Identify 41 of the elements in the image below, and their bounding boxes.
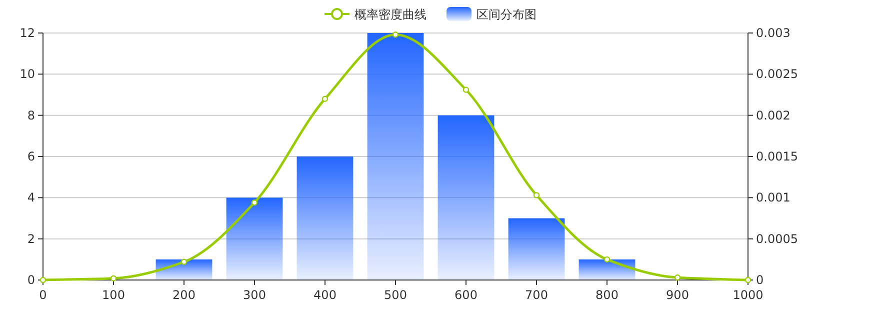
x-tick-label: 400 [314, 288, 336, 302]
point [674, 274, 681, 281]
y-tick-label: 6 [27, 150, 35, 164]
point [604, 256, 610, 263]
point [462, 86, 470, 93]
point [533, 192, 540, 198]
y-tick-label: 2 [27, 232, 35, 246]
x-tick-label: 300 [243, 288, 266, 302]
x-tick-label: 500 [384, 288, 407, 302]
x-tick-label: 800 [596, 288, 618, 302]
y2-tick-label: 0.001 [756, 190, 790, 205]
y-tick-label: 8 [27, 108, 35, 122]
y2-tick-label: 0.0005 [756, 232, 798, 246]
y-tick-label: 12 [20, 26, 35, 40]
x-tick-label: 900 [666, 288, 689, 302]
bar [367, 33, 424, 280]
y2-tick-label: 0.0015 [756, 150, 798, 164]
y2-tick-label: 0.003 [756, 26, 790, 40]
y2-tick-label: 0.0025 [756, 67, 798, 82]
x-tick-label: 200 [172, 288, 196, 302]
y2-tick-label: 0 [756, 273, 764, 287]
bar [508, 218, 565, 280]
x-tick-label: 1000 [732, 288, 764, 302]
x-tick-label: 100 [102, 288, 125, 302]
point [322, 96, 328, 102]
x-tick-label: 600 [454, 288, 478, 302]
x-tick-label: 700 [525, 288, 548, 302]
y-tick-label: 0 [27, 273, 35, 287]
legend-label: 概率密度曲线 [354, 8, 426, 22]
point [392, 32, 399, 38]
y-tick-label: 10 [20, 67, 35, 82]
y-tick-label: 4 [27, 190, 35, 205]
bar [296, 156, 354, 280]
x-tick-label: 0 [39, 288, 47, 302]
bar [226, 198, 283, 280]
legend-label: 区间分布图 [476, 8, 536, 22]
point [110, 275, 117, 282]
point [180, 258, 188, 265]
bar [438, 115, 494, 280]
y2-tick-label: 0.002 [756, 108, 790, 122]
point [251, 200, 258, 206]
